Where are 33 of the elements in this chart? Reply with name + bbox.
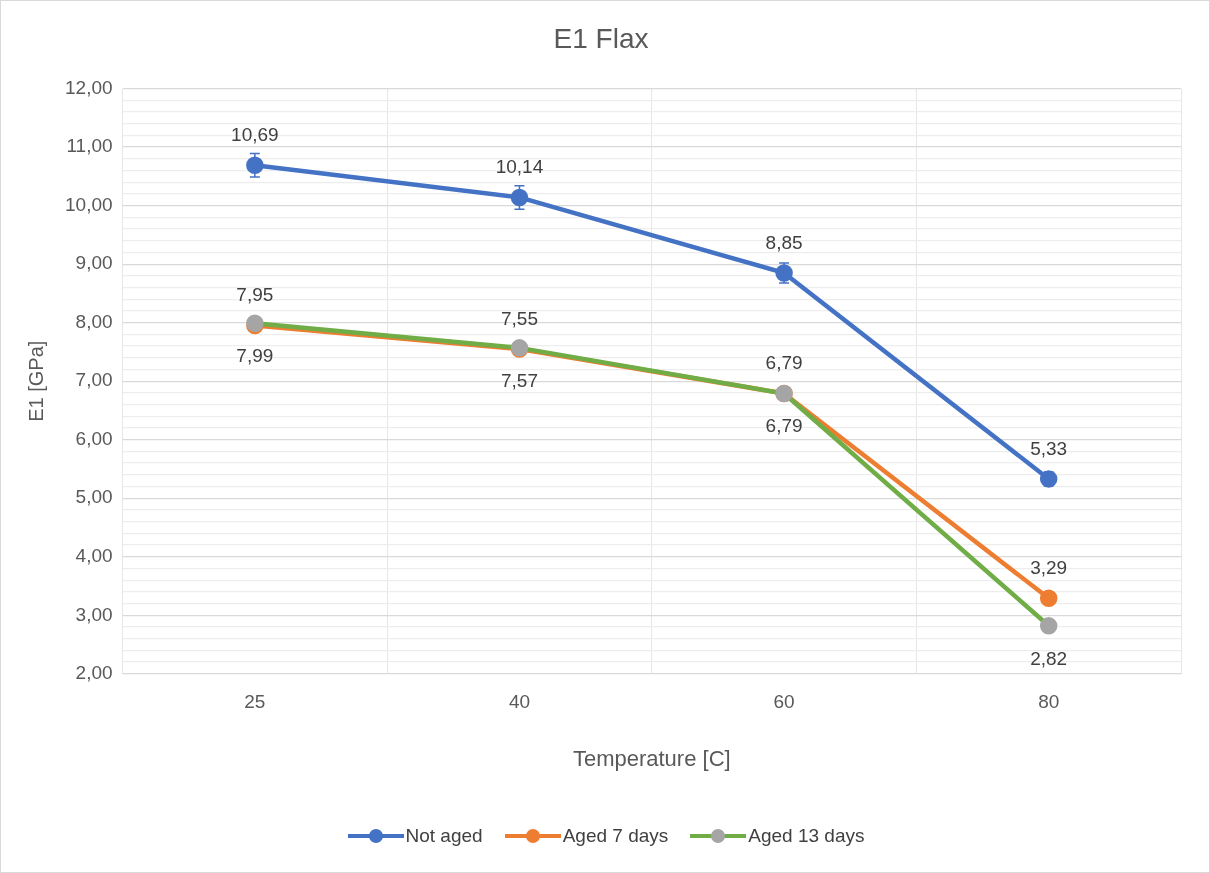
- legend-label: Aged 13 days: [748, 825, 865, 847]
- data-label: 7,55: [500, 307, 538, 329]
- y-tick-label: 6,00: [75, 427, 113, 449]
- x-axis-title: Temperature [C]: [572, 745, 731, 771]
- y-tick-label: 2,00: [75, 662, 113, 684]
- data-label: 8,85: [765, 231, 803, 253]
- y-tick-label: 8,00: [75, 310, 113, 332]
- y-tick-label: 9,00: [75, 252, 113, 274]
- data-label: 7,95: [236, 284, 274, 306]
- data-label: 10,69: [231, 124, 279, 145]
- y-tick-label: 10,00: [65, 193, 113, 215]
- y-tick-label: 7,00: [75, 369, 113, 391]
- data-label: 6,79: [765, 415, 803, 437]
- data-label: 10,14: [495, 156, 544, 178]
- data-label: 7,57: [500, 369, 538, 391]
- x-tick-label: 60: [773, 691, 795, 713]
- y-tick-label: 3,00: [75, 603, 113, 625]
- data-label: 5,33: [1030, 437, 1068, 459]
- x-tick-label: 25: [244, 691, 266, 713]
- y-tick-label: 11,00: [66, 135, 113, 157]
- legend-label: Not aged: [405, 825, 483, 847]
- y-tick-label: 5,00: [75, 486, 113, 508]
- data-label: 2,82: [1030, 647, 1068, 669]
- y-axis-title: E1 [GPa]: [24, 340, 47, 422]
- chart-title: E1 Flax: [553, 22, 649, 54]
- data-label: 7,99: [236, 345, 274, 366]
- y-tick-label: 4,00: [75, 544, 113, 566]
- x-tick-label: 40: [508, 691, 531, 713]
- y-tick-label: 12,00: [65, 76, 113, 98]
- data-label: 6,79: [765, 352, 803, 374]
- x-tick-label: 80: [1038, 691, 1060, 713]
- data-label: 3,29: [1030, 557, 1068, 579]
- legend-label: Aged 7 days: [562, 825, 669, 847]
